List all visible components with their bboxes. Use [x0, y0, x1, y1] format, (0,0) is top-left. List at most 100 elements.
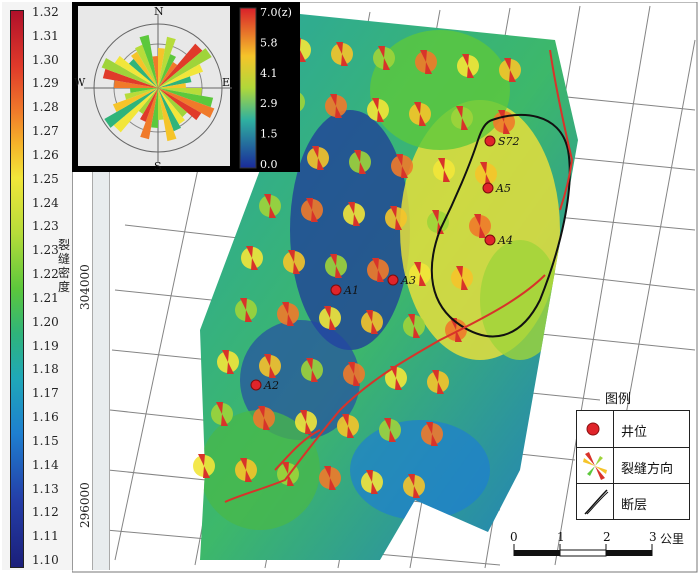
colorbar-tick: 1.14 [32, 457, 59, 472]
rose-petal [158, 64, 204, 88]
legend-item-fracture: 裂缝方向 [577, 447, 689, 484]
rose-petal [113, 88, 158, 133]
rose-petal [158, 88, 164, 120]
fracture-rose [451, 106, 473, 130]
colorbar-tick: 1.12 [32, 505, 59, 520]
rose-diagram-inset: N S E W 7.0(z) 5.8 4.1 2.9 1.5 0.0 [72, 2, 300, 172]
faults [224, 49, 574, 503]
fracture-rose [361, 310, 383, 334]
fault-icon [577, 484, 614, 520]
rose-petal [104, 88, 158, 128]
fracture-rose [379, 418, 401, 442]
fracture-rose [325, 254, 347, 278]
rose-petal [158, 43, 203, 88]
fracture-direction-icon [577, 448, 614, 484]
well-marker: A2 [250, 379, 279, 392]
fracture-rose [433, 158, 455, 182]
rose-petal [158, 54, 176, 88]
density-colorbar [10, 10, 24, 568]
well-label: A4 [497, 234, 513, 247]
rose-petal [131, 51, 158, 88]
colorbar-tick: 1.30 [32, 52, 59, 67]
rose-petal [139, 34, 158, 88]
colorbar-tick: 1.19 [32, 338, 59, 353]
well-label: A2 [263, 379, 279, 392]
fracture-rose [409, 262, 431, 286]
fracture-rose [331, 42, 353, 66]
rose-petal [158, 76, 192, 88]
fracture-rose [217, 350, 239, 374]
rose-east: E [222, 76, 230, 89]
colorbar-tick: 1.16 [32, 410, 59, 425]
fracture-rose [343, 202, 365, 226]
rose-petal [158, 62, 178, 88]
fracture-rose [415, 50, 437, 74]
well-marker: A1 [330, 284, 359, 297]
rose-petal [158, 88, 185, 125]
colorbar-tick: 1.22 [32, 267, 59, 282]
colorbar-tick: 1.24 [32, 195, 59, 210]
rose-petal [138, 88, 158, 114]
fracture-rose [319, 306, 341, 330]
fracture-rose [403, 314, 425, 338]
fracture-rose [475, 162, 497, 186]
rose-petal [128, 58, 158, 88]
coord-label-lower: 296000 [78, 482, 92, 528]
well-dot-icon [577, 411, 614, 447]
rose-petal [158, 88, 202, 96]
rose-north: N [154, 5, 164, 18]
well-label: A5 [495, 182, 511, 195]
colorbar-tick: 1.26 [32, 147, 59, 162]
colorbar-tick: 1.11 [32, 529, 59, 544]
rose-petal [114, 80, 158, 88]
rose-scale-tick: 7.0(z) [260, 6, 292, 19]
fracture-rose [385, 206, 407, 230]
rose-petal [158, 88, 202, 121]
fracture-rose [235, 458, 257, 482]
rose-petal [158, 83, 186, 88]
fracture-rose [343, 362, 365, 386]
fracture-rose [253, 406, 275, 430]
well-markers: S72 A5 A4 A3 A1 A2 [250, 135, 520, 392]
rose-petal [158, 88, 214, 108]
fracture-rose [421, 422, 443, 446]
colorbar-tick: 1.32 [32, 5, 59, 19]
fracture-rose [211, 402, 233, 426]
fracture-rose [457, 54, 479, 78]
fracture-rose [301, 198, 323, 222]
fracture-rose [259, 354, 281, 378]
colorbar-tick: 1.21 [32, 290, 59, 305]
fracture-rose [385, 366, 407, 390]
legend-item-well: 井位 [577, 411, 689, 447]
fracture-rose [301, 358, 323, 382]
fracture-rose [451, 266, 473, 290]
rose-petal [151, 88, 158, 128]
rose-petal [158, 88, 181, 132]
fracture-rose [499, 58, 521, 82]
fracture-rose [409, 102, 431, 126]
rose-west: W [74, 76, 86, 89]
fracture-rose [337, 414, 359, 438]
rose-petal [158, 88, 215, 118]
colorbar-title: 裂缝密度 [58, 238, 71, 294]
fracture-rose [277, 302, 299, 326]
scale-bar: 0 1 2 3 公里 [510, 530, 690, 574]
colorbar-tick: 1.23 [32, 219, 59, 234]
fracture-rose [367, 98, 389, 122]
legend-item-fault: 断层 [577, 483, 689, 520]
fracture-rose [241, 246, 263, 270]
coord-label-upper: 304000 [78, 264, 92, 310]
fracture-density-map: S72 A5 A4 A3 A1 A2 [72, 2, 698, 573]
well-marker: S72 [484, 135, 520, 148]
well-marker: A4 [484, 234, 513, 247]
colorbar-tick: 1.10 [32, 553, 59, 567]
rose-petal [140, 88, 158, 122]
fracture-rose [307, 146, 329, 170]
rose-south: S [154, 160, 162, 172]
rose-petal [158, 88, 188, 118]
fracture-rose [319, 466, 341, 490]
colorbar-tick: 1.17 [32, 386, 59, 401]
rose-petal [112, 88, 158, 112]
rose-scale-tick: 4.1 [260, 67, 278, 80]
rose-scale-tick: 1.5 [260, 128, 278, 141]
